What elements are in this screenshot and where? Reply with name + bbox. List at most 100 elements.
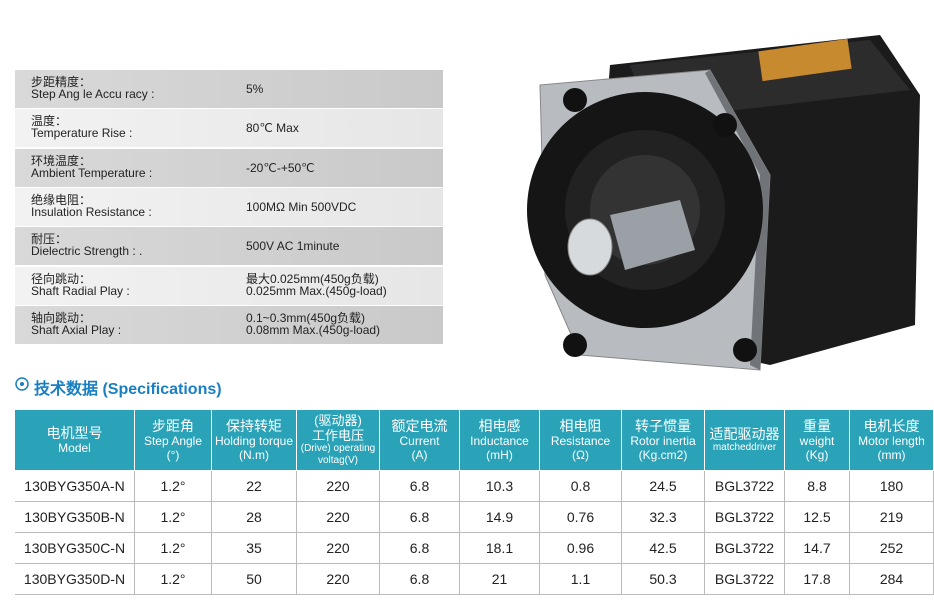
header-line: 额定电流 [391,418,448,434]
spec-value: 100MΩ Min 500VDC [246,201,356,213]
spec-label-en: Insulation Resistance : [31,204,152,219]
table-cell: 42.5 [622,533,705,564]
table-header-cell: 相电阻 Resistance (Ω) [540,410,622,470]
spec-label-en: Dielectric Strength : . [31,244,143,259]
table-cell: 1.2° [135,502,212,533]
header-line: (N.m) [239,448,269,462]
table-cell: 6.8 [380,564,460,595]
table-header-cell: 保持转矩 Holding torque (N.m) [212,410,297,470]
table-cell: 21 [460,564,540,595]
table-header-cell: 步距角 Step Angle (°) [135,410,212,470]
heading-icon [15,377,29,391]
header-line: weight [799,434,835,448]
table-cell: 50 [212,564,297,595]
table-cell: 28 [212,502,297,533]
spec-label-en: Shaft Radial Play : [31,283,130,298]
table-cell: 220 [297,564,380,595]
spec-value-line: 500V AC 1minute [246,239,340,254]
table-cell: 6.8 [380,533,460,564]
section-heading: 技术数据 (Specifications) [34,381,222,398]
table-cell: 14.9 [460,502,540,533]
spec-label-cn: 步距精度： [31,75,92,89]
spec-label-cn: 轴向跳动： [31,310,92,325]
table-cell: 12.5 [785,502,850,533]
table-cell: BGL3722 [705,471,785,502]
spec-value: 0.1~0.3mm(450g负载) 0.08mm Max.(450g-load) [246,312,380,336]
spec-label-cn: 温度： [31,114,68,129]
spec-label: 步距精度： Step Ang le Accu racy : [31,76,154,100]
table-cell: 220 [297,533,380,564]
header-line: 步距角 [152,418,194,434]
spec-value-line: 100MΩ Min 500VDC [246,199,357,214]
header-line: (驱动器) [314,413,362,428]
spec-label: 温度： Temperature Rise : [31,115,132,139]
table-cell: 14.7 [785,533,850,564]
table-cell: 6.8 [380,471,460,502]
table-cell: BGL3722 [705,502,785,533]
table-header-cell: 适配驱动器 matcheddriver [705,410,785,470]
spec-value: 5% [246,83,263,95]
spec-row: 耐压： Dielectric Strength : . 500V AC 1minut… [15,227,443,266]
spec-label-cn: 绝缘电阻： [31,192,92,207]
header-line: (Ω) [572,448,589,462]
table-cell: 18.1 [460,533,540,564]
table-header-cell: 电机型号 Model [15,410,135,470]
spec-row: 温度： Temperature Rise : 80℃ Max [15,109,443,148]
header-line: Step Angle [143,434,203,448]
header-line: 保持转矩 [226,418,282,434]
header-line: 重量 [803,418,831,434]
spec-value-line: 最大0.025mm(450g负载) [246,271,379,286]
table-cell: 130BYG350C-N [15,533,135,564]
spec-value-line: 5% [246,82,264,96]
header-line: Inductance [470,434,529,448]
spec-row: 步距精度： Step Ang le Accu racy : 5% [15,70,443,108]
header-line: Resistance [550,434,611,448]
spec-value-line: 0.08mm Max.(450g-load) [246,322,381,337]
spec-label: 耐压： Dielectric Strength : . [31,233,142,257]
header-line: Current [399,434,440,448]
table-cell: 22 [212,471,297,502]
spec-value: 500V AC 1minute [246,240,339,252]
header-line: (A) [411,448,428,462]
table-cell: 130BYG350B-N [15,502,135,533]
table-cell: 0.76 [540,502,622,533]
header-line: 转子惯量 [635,418,691,434]
table-cell: BGL3722 [705,533,785,564]
spec-row: 径向跳动： Shaft Radial Play : 最大0.025mm(450g负载… [15,266,443,305]
spec-value-line: 80℃ Max [246,121,299,136]
table-cell: 10.3 [460,471,540,502]
spec-label: 环境温度： Ambient Temperature : [31,155,152,179]
table-header-cell: 电机长度 Motor length (mm) [850,410,934,470]
spec-label: 绝缘电阻： Insulation Resistance : [31,194,152,218]
table-cell: 220 [297,502,380,533]
spec-value-line: 0.025mm Max.(450g-load) [246,283,387,298]
header-line: 相电阻 [559,418,602,434]
header-line: (Drive) operating [300,443,376,454]
spec-value: -20℃-+50℃ [246,162,315,174]
spec-value: 80℃ Max [246,122,299,134]
spec-label-cn: 环境温度： [31,153,92,168]
spec-row: 绝缘电阻： Insulation Resistance : 100MΩ Min 50… [15,187,443,226]
table-cell: 17.8 [785,564,850,595]
table-cell: 0.96 [540,533,622,564]
header-line: 电机长度 [863,418,920,434]
table-cell: 1.1 [540,564,622,595]
table-cell: 220 [297,471,380,502]
table-header-cell: 额定电流 Current (A) [380,410,460,470]
table-cell: 0.8 [540,471,622,502]
spec-label-en: Step Ang le Accu racy : [31,87,155,101]
header-line: (mH) [486,448,513,462]
header-line: Rotor inertia [630,434,696,448]
spec-label: 轴向跳动： Shaft Axial Play : [31,312,121,336]
spec-label-cn: 耐压： [31,232,68,247]
header-line: Holding torque [214,434,294,448]
header-line: voltag(V) [317,455,358,466]
header-line: Model [58,441,91,455]
spec-value-line: -20℃-+50℃ [246,160,315,175]
motor-image [527,35,920,371]
spec-row: 轴向跳动： Shaft Axial Play : 0.1~0.3mm(450g负载)… [15,305,443,344]
table-header-cell: 相电感 Inductance (mH) [460,410,540,470]
spec-label-en: Temperature Rise : [31,126,133,141]
table-cell: 252 [850,533,934,564]
header-line: 电机型号 [46,425,103,441]
